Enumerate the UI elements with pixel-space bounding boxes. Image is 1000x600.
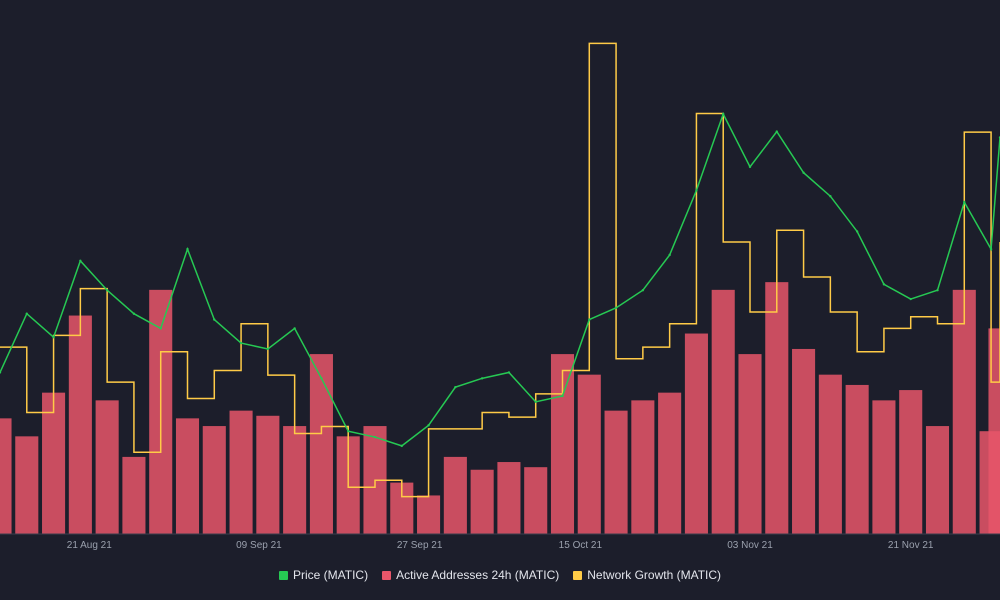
active-addresses-bar [818, 374, 842, 534]
active-addresses-bar [0, 418, 12, 534]
active-addresses-bar [497, 462, 521, 534]
price-point [79, 259, 82, 263]
price-point [855, 230, 859, 233]
price-point [695, 189, 698, 192]
legend-swatch-price [278, 570, 288, 580]
active-addresses-bar [925, 426, 950, 534]
active-addresses-bar [711, 289, 735, 534]
price-point [588, 318, 591, 321]
active-addresses-bar [175, 418, 200, 534]
price-point [159, 327, 162, 330]
active-addresses-bar [443, 456, 467, 534]
price-point [882, 283, 886, 286]
price-point [347, 430, 350, 433]
price-point [454, 385, 457, 389]
price-point [775, 130, 778, 133]
legend-item-network-growth[interactable]: Network Growth (MATIC) [573, 568, 721, 582]
price-point [186, 247, 189, 251]
active-addresses-bar [229, 410, 253, 534]
active-addresses-bar [792, 348, 816, 534]
active-addresses-bar [872, 400, 896, 534]
active-addresses-bar [684, 333, 708, 534]
legend-swatch-network-growth [573, 570, 583, 580]
price-point [293, 327, 296, 330]
legend-swatch-active-addresses [382, 570, 392, 580]
x-tick-label: 15 Oct 21 [558, 540, 603, 551]
price-point [400, 444, 403, 448]
active-addresses-bar [577, 374, 601, 534]
x-tick-label: 27 Sep 21 [396, 540, 443, 551]
price-point [614, 306, 618, 310]
active-addresses-bar [631, 400, 655, 534]
price-point [266, 347, 270, 351]
price-point [52, 336, 55, 339]
price-point [213, 318, 216, 321]
price-point [909, 297, 912, 301]
price-point [480, 377, 484, 380]
active-addresses-bar [952, 289, 976, 534]
price-point [320, 377, 323, 380]
active-addresses-bar [765, 282, 789, 534]
active-addresses-bar [550, 354, 575, 534]
price-point [936, 289, 939, 292]
price-point [802, 171, 805, 174]
x-tick-label: 09 Sep 21 [236, 540, 282, 551]
active-addresses-bar [15, 436, 39, 534]
price-point [722, 112, 725, 116]
active-addresses-bar [524, 467, 548, 534]
legend-label-active-addresses: Active Addresses 24h (MATIC) [396, 568, 560, 582]
legend-item-active-addresses[interactable]: Active Addresses 24h (MATIC) [382, 568, 559, 582]
active-addresses-bar [470, 469, 494, 534]
active-addresses-bar [202, 426, 226, 534]
x-tick-label: 21 Nov 21 [887, 540, 934, 551]
legend-label-network-growth: Network Growth (MATIC) [587, 568, 722, 582]
active-addresses-bar [283, 426, 307, 534]
price-point [748, 165, 752, 169]
price-point [641, 289, 645, 292]
active-addresses-bar [845, 384, 869, 534]
active-addresses-bar [390, 482, 414, 534]
active-addresses-bar [988, 328, 1000, 534]
active-addresses-bar [738, 354, 762, 534]
network-growth-line [0, 42, 1000, 498]
price-point [534, 400, 537, 404]
price-point [963, 200, 966, 204]
price-point [132, 312, 136, 315]
active-addresses-bar [604, 410, 628, 534]
price-point [989, 247, 993, 251]
x-tick-label: 21 Aug 21 [66, 540, 112, 551]
price-point [561, 394, 564, 398]
price-point [507, 371, 511, 374]
x-tick-label: 03 Nov 21 [727, 540, 773, 551]
price-point [0, 371, 2, 374]
price-point [105, 289, 109, 292]
legend-item-price[interactable]: Price (MATIC) [278, 568, 369, 582]
active-addresses-bar [256, 415, 280, 534]
legend-label-price: Price (MATIC) [292, 568, 369, 582]
legend: Price (MATIC) Active Addresses 24h (MATI… [0, 568, 1000, 582]
active-addresses-bar [42, 392, 66, 534]
active-addresses-bar [899, 390, 923, 534]
price-point [427, 424, 430, 427]
active-addresses-bar [417, 495, 441, 534]
price-point [239, 341, 243, 345]
price-point [373, 435, 377, 439]
price-point [668, 253, 671, 257]
active-addresses-bar [122, 456, 146, 534]
price-point [829, 195, 832, 198]
active-addresses-bar [309, 354, 333, 534]
active-addresses-bar [68, 315, 92, 534]
active-addresses-bar [658, 392, 682, 534]
active-addresses-bar [95, 400, 119, 534]
price-point [25, 312, 28, 315]
